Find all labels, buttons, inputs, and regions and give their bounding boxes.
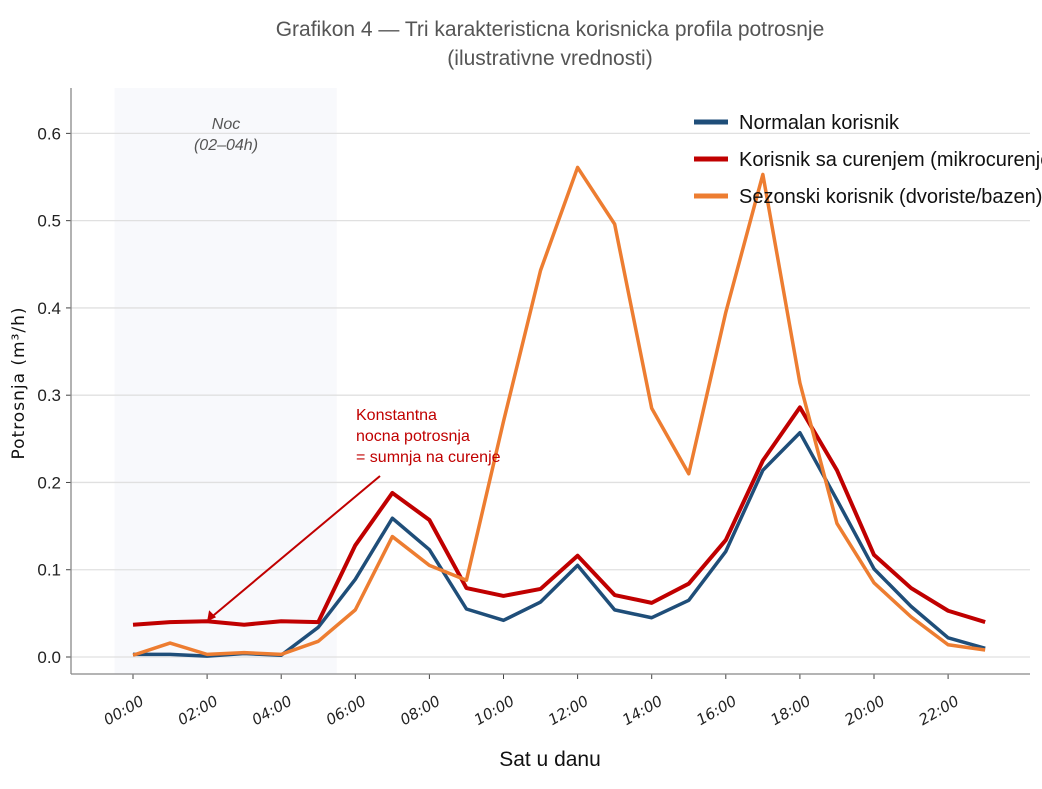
y-tick-label: 0.5	[37, 212, 61, 231]
series-line-1	[132, 405, 986, 627]
x-tick-label: 12:00	[545, 692, 591, 729]
y-tick-label: 0.6	[37, 124, 61, 143]
y-tick-label: 0.0	[37, 648, 61, 667]
x-tick-label: 04:00	[249, 692, 295, 729]
legend-label: Normalan korisnik	[739, 112, 900, 134]
annotation-text: Konstantna	[356, 407, 437, 424]
y-tick-label: 0.2	[37, 473, 61, 492]
x-tick-label: 22:00	[916, 692, 962, 729]
legend-label: Korisnik sa curenjem (mikrocurenje)	[739, 149, 1042, 171]
x-tick-label: 00:00	[101, 692, 147, 729]
night-range-label: (02–04h)	[194, 137, 258, 154]
night-shaded-region	[114, 88, 337, 674]
x-tick-label: 08:00	[397, 692, 443, 729]
chart-title: Grafikon 4 — Tri karakteristicna korisni…	[276, 18, 825, 41]
y-tick-label: 0.4	[37, 299, 61, 318]
x-tick-label: 10:00	[471, 692, 517, 729]
series-line-2	[132, 165, 986, 657]
x-tick-label: 14:00	[619, 692, 665, 729]
x-tick-label: 02:00	[175, 692, 221, 729]
x-tick-label: 16:00	[693, 692, 739, 729]
legend-label: Sezonski korisnik (dvoriste/bazen)	[739, 186, 1042, 208]
annotation-arrowhead	[207, 610, 217, 622]
x-tick-label: 18:00	[767, 692, 813, 729]
y-axis-label: Potrosnja (m³/h)	[9, 306, 29, 459]
chart-subtitle: (ilustrativne vrednosti)	[447, 47, 652, 70]
annotation-arrow	[209, 475, 381, 619]
x-tick-label: 20:00	[842, 692, 888, 729]
night-label: Noc	[212, 116, 240, 133]
x-tick-label: 06:00	[323, 692, 369, 729]
y-tick-label: 0.3	[37, 386, 61, 405]
x-axis-label: Sat u danu	[499, 748, 601, 771]
annotation-text: nocna potrosnja	[356, 428, 470, 445]
annotation-text: = sumnja na curenje	[356, 449, 501, 466]
y-tick-label: 0.1	[37, 561, 61, 580]
